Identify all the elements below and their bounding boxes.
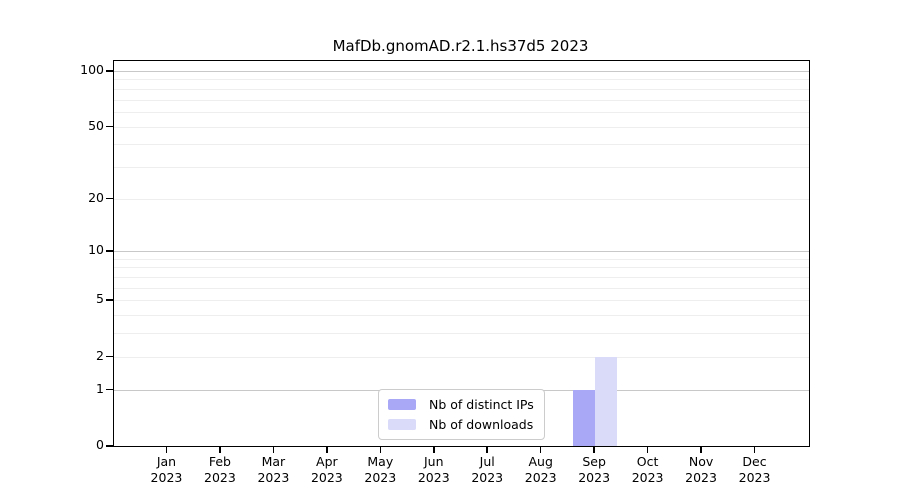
gridline-minor <box>114 79 809 81</box>
x-tick-month: Nov <box>688 454 714 469</box>
gridline-minor <box>114 300 809 302</box>
x-tick-year: 2023 <box>310 470 343 485</box>
x-tick-month: Oct <box>636 454 659 469</box>
bar-nb-of-distinct-ips-sep <box>573 389 596 446</box>
bar-nb-of-downloads-sep <box>595 356 618 446</box>
y-tick-label: 5 <box>96 291 104 307</box>
y-tick-label: 2 <box>96 347 104 363</box>
x-axis-tick <box>700 447 702 453</box>
x-tick-month: May <box>367 454 394 469</box>
gridline-minor <box>114 356 809 358</box>
y-tick-label: 100 <box>80 62 104 77</box>
x-tick-label-mar: Mar 2023 <box>241 454 305 486</box>
legend-item-downloads: Nb of downloads <box>388 417 534 432</box>
y-tick-label: 10 <box>88 242 104 258</box>
x-tick-label-may: May 2023 <box>348 454 412 486</box>
gridline-minor <box>114 111 809 113</box>
x-axis-tick <box>539 447 542 453</box>
legend-item-distinct-ips: Nb of distinct IPs <box>388 397 534 412</box>
x-axis-tick <box>272 447 275 453</box>
x-tick-label-aug: Aug 2023 <box>509 454 573 486</box>
x-tick-year: 2023 <box>257 470 290 485</box>
legend-swatch-distinct-ips-icon <box>388 399 416 410</box>
y-axis-tick <box>106 355 113 358</box>
x-tick-month: Jan <box>156 454 177 469</box>
x-axis-tick <box>433 447 435 453</box>
x-tick-month: Jul <box>479 454 495 469</box>
x-axis-tick <box>593 447 595 453</box>
gridline-minor <box>114 126 809 128</box>
y-axis-tick <box>106 445 113 447</box>
x-tick-year: 2023 <box>738 470 771 485</box>
x-tick-month: Mar <box>261 454 286 469</box>
x-tick-year: 2023 <box>471 470 504 485</box>
chart-title: MafDb.gnomAD.r2.1.hs37d5 2023 <box>332 37 589 55</box>
x-tick-month: Apr <box>316 454 338 469</box>
y-axis-tick <box>106 299 113 301</box>
gridline-minor <box>114 258 809 260</box>
x-tick-label-oct: Oct 2023 <box>616 454 680 486</box>
gridline-minor <box>114 287 809 289</box>
x-tick-month: Sep <box>582 454 606 469</box>
y-axis-tick <box>106 70 113 72</box>
x-tick-year: 2023 <box>417 470 450 485</box>
x-tick-year: 2023 <box>631 470 664 485</box>
x-tick-month: Feb <box>208 454 231 469</box>
x-tick-label-jan: Jan 2023 <box>134 454 198 486</box>
legend: Nb of distinct IPs Nb of downloads <box>378 389 545 440</box>
x-tick-label-feb: Feb 2023 <box>188 454 252 486</box>
y-tick-label: 1 <box>96 380 104 396</box>
y-tick-label: 20 <box>88 189 104 205</box>
x-tick-year: 2023 <box>685 470 717 485</box>
x-tick-label-sep: Sep 2023 <box>562 454 626 486</box>
x-axis-tick <box>753 447 756 453</box>
x-axis-tick <box>379 447 382 453</box>
gridline-major <box>114 251 809 253</box>
x-axis-tick <box>486 447 488 453</box>
x-tick-year: 2023 <box>524 470 557 485</box>
x-tick-label-jun: Jun 2023 <box>402 454 466 486</box>
x-tick-month: Jun <box>424 454 444 469</box>
x-tick-year: 2023 <box>204 470 236 485</box>
y-axis-tick <box>106 197 113 200</box>
gridline-minor <box>114 99 809 101</box>
gridline-minor <box>114 333 809 335</box>
y-axis-tick <box>106 388 113 391</box>
gridline-minor <box>114 144 809 146</box>
gridline-minor <box>114 166 809 168</box>
plot-area: Nb of distinct IPs Nb of downloads <box>113 60 810 447</box>
y-axis-tick <box>106 125 113 128</box>
gridline-minor <box>114 277 809 279</box>
x-tick-month: Aug <box>528 454 553 469</box>
x-axis-tick <box>165 447 168 453</box>
x-axis-tick <box>326 447 328 453</box>
y-tick-label: 0 <box>96 437 104 452</box>
x-tick-label-apr: Apr 2023 <box>295 454 359 486</box>
gridline-minor <box>114 88 809 90</box>
x-tick-label-dec: Dec 2023 <box>723 454 787 486</box>
x-axis-tick <box>219 447 221 453</box>
x-tick-year: 2023 <box>578 470 611 485</box>
legend-swatch-downloads-icon <box>388 419 416 430</box>
x-tick-year: 2023 <box>150 470 183 485</box>
gridline-minor <box>114 198 809 200</box>
gridline-major <box>114 71 809 72</box>
x-axis-tick <box>646 447 649 453</box>
y-tick-label: 50 <box>88 117 104 133</box>
x-tick-month: Dec <box>742 454 767 469</box>
legend-label-distinct-ips: Nb of distinct IPs <box>429 397 534 412</box>
gridline-minor <box>114 267 809 269</box>
x-tick-label-nov: Nov 2023 <box>669 454 733 486</box>
y-axis-tick <box>106 250 113 252</box>
gridline-minor <box>114 315 809 317</box>
legend-label-downloads: Nb of downloads <box>429 417 534 432</box>
x-tick-label-jul: Jul 2023 <box>455 454 519 486</box>
x-tick-year: 2023 <box>364 470 397 485</box>
